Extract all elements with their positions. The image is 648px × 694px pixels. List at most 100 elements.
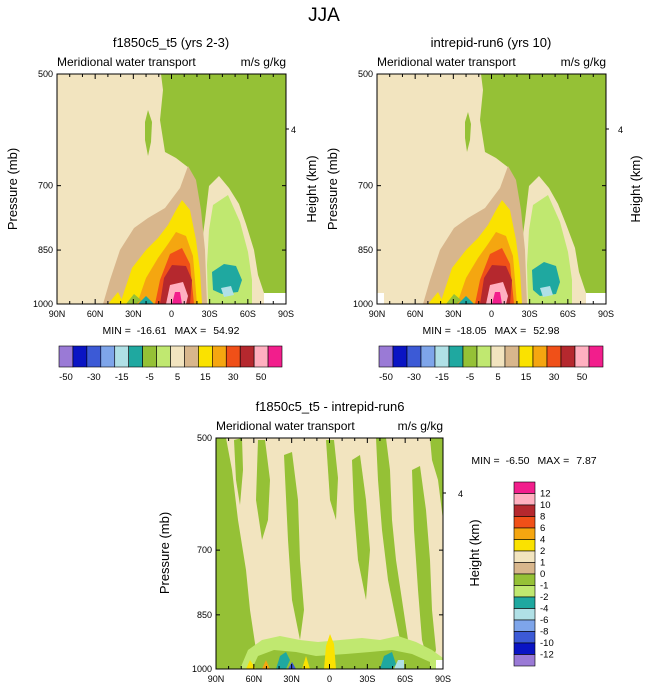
colorbar-diff-label: 4 [540, 535, 545, 546]
colorbar-top-swatch [392, 345, 408, 368]
colorbar-top-swatch [267, 345, 283, 368]
colorbar-diff-swatch [513, 654, 536, 667]
colorbar-diff-label: 0 [540, 569, 545, 580]
colorbar-top-swatch [588, 345, 604, 368]
panel-3-xtick-label: 60N [246, 674, 263, 684]
colorbar-top-label: 30 [228, 372, 239, 383]
panel-2-yticks: 500 700 850 1000 [353, 69, 606, 309]
panel-1-region-moderate-negative [212, 264, 242, 294]
panel-2-height-tick: 4 [618, 125, 623, 135]
panel-2-ytick-label: 1000 [353, 299, 373, 309]
panel-2-region-surface-dark [458, 296, 474, 304]
panel-1-ytick-label: 1000 [33, 299, 53, 309]
colorbar-diff-label: -8 [540, 627, 548, 638]
panel-3-band-north [256, 440, 270, 540]
panel-3-max-label: MAX = [537, 455, 569, 467]
panel-3-plot-area [216, 438, 443, 669]
panel-1-stats: MIN = -16.61 MAX = 54.92 [103, 325, 240, 337]
panel-3-band-pole [430, 438, 443, 520]
colorbar-top-label: -30 [87, 372, 101, 383]
colorbar-top-swatch [212, 345, 227, 368]
panel-3-band-equator [326, 440, 338, 520]
panel-3-band-west [216, 438, 256, 669]
colorbar-diff-swatch [513, 642, 536, 655]
panel-1-region-positive-60 [172, 292, 182, 304]
colorbar-diff-swatch [513, 562, 536, 575]
panel-1-ylabel-right: Height (km) [304, 155, 319, 222]
colorbar-top-swatch [184, 345, 199, 368]
panel-3-title: f1850c5_t5 - intrepid-run6 [256, 399, 405, 414]
panel-1-min-label: MIN = [103, 325, 131, 337]
colorbar-top-swatch [560, 345, 576, 368]
colorbar-diff-label: 10 [540, 500, 551, 511]
colorbar-top-swatch [170, 345, 185, 368]
colorbar-diff-swatch [513, 608, 536, 621]
panel-2-xtick-label: 60N [407, 309, 424, 319]
colorbar-top-label: -30 [407, 372, 421, 383]
panel-2-plot-area [377, 74, 606, 304]
panel-1-region-strong-negative [221, 286, 234, 297]
colorbar-diff-swatch [513, 493, 536, 506]
colorbar-diff-label: -1 [540, 581, 548, 592]
panel-1-xticks: 90N 60N 30N 0 30S 60S 90S [49, 74, 294, 319]
panel-3-xtick-label: 30S [359, 674, 375, 684]
panel-2-min-label: MIN = [423, 325, 451, 337]
colorbar-diff-label: 8 [540, 512, 545, 523]
colorbar-top-swatch [490, 345, 506, 368]
panel-1-max-label: MAX = [174, 325, 206, 337]
colorbar-diff-label: -12 [540, 650, 554, 661]
panel-3-ytick-label: 500 [197, 433, 212, 443]
panel-2-ytick-label: 500 [358, 69, 373, 79]
colorbar-top-label: 15 [521, 372, 532, 383]
colorbar-top-swatch [100, 345, 116, 368]
panel-2-missing-data-right [586, 293, 606, 304]
panel-3-band-west-2 [234, 438, 243, 505]
panel-3: f1850c5_t5 - intrepid-run6 Meridional wa… [157, 399, 597, 684]
colorbar-panel-2: -50 -30 -15 -5 5 15 30 50 [378, 345, 604, 383]
panel-1-xtick-label: 60N [87, 309, 104, 319]
panel-3-band-sh [352, 455, 370, 600]
colorbar-diff-label: -2 [540, 592, 548, 603]
colorbar-top-label: -5 [466, 372, 474, 383]
panel-2-ytick-label: 700 [358, 181, 373, 191]
panel-3-band-south [412, 466, 436, 669]
colorbar-diff-swatch [513, 504, 536, 517]
colorbar-top-swatch [518, 345, 534, 368]
colorbar-diff-swatch [513, 573, 536, 586]
panel-1-subtitle-right: m/s g/kg [241, 55, 286, 69]
panel-3-region-teal [276, 652, 290, 669]
colorbar-diff-swatch [513, 527, 536, 540]
panel-1-region-surface-yellow [108, 292, 124, 304]
figure-title: JJA [308, 5, 340, 26]
panel-1-height-tick: 4 [291, 125, 296, 135]
panel-1: f1850c5_t5 (yrs 2-3) Meridional water tr… [5, 35, 319, 337]
panel-1-xtick-label: 90S [278, 309, 294, 319]
colorbar-diff-swatch [513, 596, 536, 609]
panel-1-ytick-label: 700 [38, 181, 53, 191]
colorbar-top-swatch [128, 345, 143, 368]
colorbar-top-swatch [253, 345, 269, 368]
panel-3-subtitle-left: Meridional water transport [216, 419, 355, 433]
panel-2-region-moderate-negative [532, 262, 560, 296]
colorbar-top-label: -50 [59, 372, 73, 383]
panel-3-max-value: 7.87 [576, 455, 597, 467]
panel-2-region-surface-yellow [428, 292, 444, 304]
panel-2-ylabel: Pressure (mb) [325, 148, 340, 230]
colorbar-top-swatch [114, 345, 129, 368]
panel-1-xtick-label: 60S [240, 309, 256, 319]
panel-3-min-label: MIN = [471, 455, 499, 467]
colorbar-diff-label: 6 [540, 523, 545, 534]
colorbar-top-swatch [225, 345, 241, 368]
panel-1-xtick-label: 0 [169, 309, 174, 319]
panel-3-region-orange [262, 660, 270, 669]
panel-3-region-light-blue [394, 660, 404, 669]
panel-1-title: f1850c5_t5 (yrs 2-3) [113, 35, 229, 50]
colorbar-panel-1: -50 -30 -15 -5 5 15 30 50 [58, 345, 283, 383]
colorbar-top-swatch [142, 345, 157, 368]
panel-3-xtick-label: 60S [397, 674, 413, 684]
panel-2-missing-data-left [377, 293, 384, 304]
panel-2-xtick-label: 60S [560, 309, 576, 319]
panel-2-xtick-label: 30N [445, 309, 462, 319]
panel-3-band-sh-2 [376, 438, 408, 650]
